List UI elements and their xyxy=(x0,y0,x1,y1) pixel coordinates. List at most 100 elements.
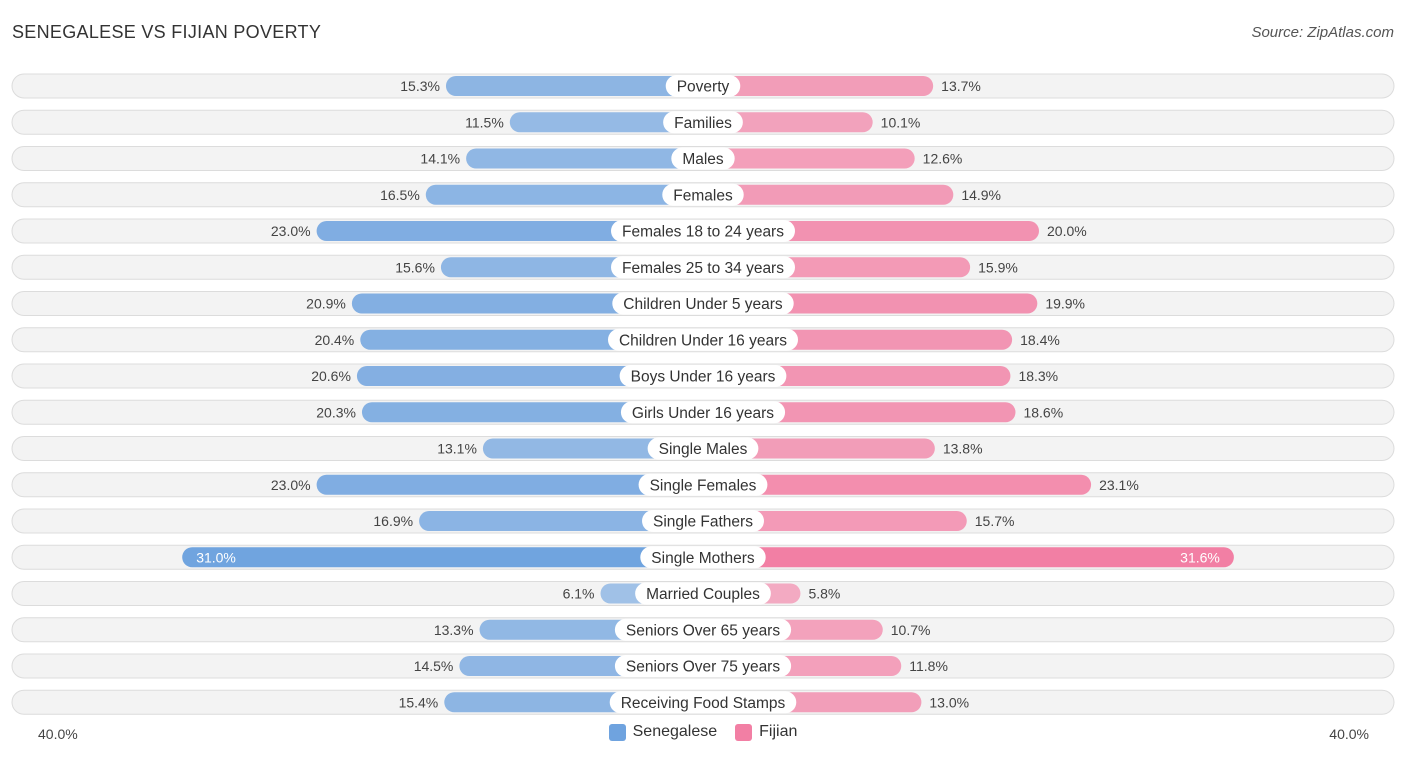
value-label-fijian: 19.9% xyxy=(1045,296,1085,312)
axis-right-label: 40.0% xyxy=(1329,726,1369,742)
category-label: Single Males xyxy=(659,441,748,458)
axis-left-label: 40.0% xyxy=(38,726,78,742)
bar-fijian[interactable] xyxy=(703,547,1234,568)
value-label-fijian: 13.7% xyxy=(941,78,981,94)
category-label: Single Mothers xyxy=(651,550,755,567)
category-label: Poverty xyxy=(677,79,730,96)
value-label-senegalese: 11.5% xyxy=(465,114,504,130)
bar-fijian[interactable] xyxy=(703,184,954,205)
value-label-senegalese: 16.5% xyxy=(380,187,420,203)
category-pill xyxy=(611,220,795,242)
value-label-fijian: 11.8% xyxy=(909,658,948,674)
bar-senegalese[interactable] xyxy=(466,148,703,169)
category-label: Seniors Over 75 years xyxy=(626,659,780,676)
bar-senegalese[interactable] xyxy=(445,76,703,96)
value-label-fijian: 23.1% xyxy=(1099,477,1139,493)
category-pill xyxy=(609,691,797,714)
bar-fijian[interactable] xyxy=(703,511,967,531)
bar-senegalese[interactable] xyxy=(356,366,703,386)
chart-title: SENEGALESE VS FIJIAN POVERTY xyxy=(12,22,322,42)
bar-senegalese[interactable] xyxy=(419,511,703,531)
bar-senegalese[interactable] xyxy=(482,438,703,459)
value-label-senegalese: 15.6% xyxy=(395,259,435,275)
value-label-senegalese: 20.4% xyxy=(315,332,355,348)
category-pill xyxy=(635,582,771,605)
category-pill xyxy=(642,510,764,532)
legend: Senegalese Fijian xyxy=(0,723,1406,741)
bar-fijian[interactable] xyxy=(703,474,1092,495)
value-label-senegalese: 6.1% xyxy=(563,586,595,602)
bar-fijian[interactable] xyxy=(703,76,934,96)
category-label: Seniors Over 65 years xyxy=(626,622,780,639)
category-label: Married Couples xyxy=(646,586,760,603)
value-label-fijian: 13.8% xyxy=(943,441,983,457)
category-pill xyxy=(638,473,768,496)
category-pill xyxy=(607,328,799,351)
bar-senegalese[interactable] xyxy=(425,184,703,205)
value-label-fijian: 15.7% xyxy=(975,513,1015,529)
category-pill xyxy=(663,111,743,134)
category-pill xyxy=(671,147,735,170)
category-label: Females 25 to 34 years xyxy=(622,260,784,277)
category-pill xyxy=(614,618,792,641)
category-pill xyxy=(665,75,741,97)
category-label: Girls Under 16 years xyxy=(632,405,774,422)
category-pill xyxy=(611,256,795,279)
bar-senegalese[interactable] xyxy=(509,112,703,133)
bar-fijian[interactable] xyxy=(703,112,873,133)
value-label-fijian: 18.3% xyxy=(1018,368,1058,384)
value-label-senegalese: 14.1% xyxy=(420,151,460,167)
category-label: Females 18 to 24 years xyxy=(622,224,784,241)
category-label: Children Under 16 years xyxy=(619,332,787,349)
category-pill xyxy=(612,292,794,315)
legend-label-senegalese: Senegalese xyxy=(632,723,718,740)
category-pill xyxy=(614,655,792,677)
value-label-senegalese: 20.9% xyxy=(306,296,346,312)
category-pill xyxy=(647,437,759,460)
category-pill xyxy=(640,546,766,569)
value-label-senegalese: 13.3% xyxy=(434,622,474,638)
value-label-fijian: 13.0% xyxy=(929,694,969,710)
value-label-fijian: 31.6% xyxy=(1180,549,1220,565)
legend-swatch-fijian xyxy=(735,723,753,741)
value-label-fijian: 18.4% xyxy=(1020,332,1060,348)
category-label: Families xyxy=(674,115,732,132)
legend-swatch-senegalese xyxy=(608,723,626,741)
value-label-fijian: 20.0% xyxy=(1047,223,1087,239)
category-label: Children Under 5 years xyxy=(623,296,783,313)
value-label-senegalese: 31.0% xyxy=(196,549,236,565)
bar-fijian[interactable] xyxy=(703,438,935,459)
bar-senegalese[interactable] xyxy=(361,402,703,423)
value-label-fijian: 18.6% xyxy=(1023,404,1063,420)
category-label: Males xyxy=(682,151,724,168)
bar-senegalese[interactable] xyxy=(182,547,703,568)
category-pill xyxy=(662,183,744,206)
bar-senegalese[interactable] xyxy=(316,221,703,241)
value-label-fijian: 14.9% xyxy=(961,187,1001,203)
category-pill xyxy=(619,365,787,387)
legend-item-fijian[interactable]: Fijian xyxy=(735,723,797,741)
value-label-senegalese: 14.5% xyxy=(414,658,454,674)
value-label-senegalese: 15.3% xyxy=(400,78,440,94)
category-pill xyxy=(620,401,786,424)
source-note: Source: ZipAtlas.com xyxy=(1251,24,1394,41)
bar-senegalese[interactable] xyxy=(316,474,703,495)
value-label-senegalese: 13.1% xyxy=(437,441,477,457)
value-label-senegalese: 23.0% xyxy=(271,477,311,493)
bar-fijian[interactable] xyxy=(703,148,915,169)
value-label-fijian: 10.1% xyxy=(881,114,921,130)
category-label: Females xyxy=(673,187,733,204)
category-label: Single Females xyxy=(650,477,757,494)
value-label-senegalese: 20.6% xyxy=(311,368,351,384)
value-label-senegalese: 16.9% xyxy=(373,513,413,529)
value-label-senegalese: 20.3% xyxy=(316,404,356,420)
value-label-fijian: 12.6% xyxy=(923,151,963,167)
value-label-fijian: 5.8% xyxy=(808,586,840,602)
value-label-senegalese: 23.0% xyxy=(271,223,311,239)
value-label-fijian: 15.9% xyxy=(978,259,1018,275)
value-label-senegalese: 15.4% xyxy=(399,694,439,710)
legend-item-senegalese[interactable]: Senegalese xyxy=(608,723,718,741)
value-label-fijian: 10.7% xyxy=(891,622,931,638)
legend-label-fijian: Fijian xyxy=(759,723,798,740)
